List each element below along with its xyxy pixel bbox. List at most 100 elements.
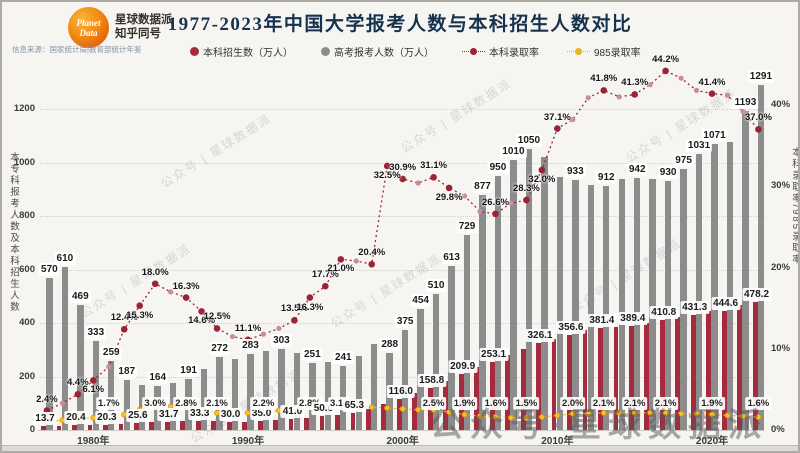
right-axis-tick-20: 20%: [771, 261, 791, 273]
legend: 本科招生数（万人） 高考报考人数（万人） 本科录取率 985录取率: [190, 44, 641, 59]
gaokao-value-label-2022: 1193: [732, 95, 759, 109]
benke-bar-1992: [273, 419, 279, 430]
benke-value-label-2002: 158.8: [417, 373, 447, 387]
y-axis-tick-400: 400: [19, 317, 35, 328]
legend-item-benke-rate: 本科录取率: [462, 44, 539, 59]
legend-item-985-rate: 985录取率: [567, 44, 641, 59]
benke-value-label-2023: 478.2: [742, 288, 772, 302]
gaokao-bar-2009: [541, 157, 548, 430]
benke-value-label-2000: 116.0: [386, 384, 415, 398]
gaokao-value-label-2013: 912: [595, 171, 617, 185]
chart-title: 1977-2023年中国大学报考人数与本科招生人数对比: [167, 14, 633, 35]
benke-value-label-1979: 20.4: [64, 410, 88, 424]
gaokao-bar-2006: [494, 175, 502, 430]
benke-rate-label-1994: 16.3%: [296, 301, 324, 313]
gaokao-value-label-2002: 510: [425, 278, 447, 292]
gaokao-bar-1993: [293, 353, 301, 430]
gaokao-value-label-2005: 877: [472, 180, 493, 194]
gaokao-value-label-1990: 283: [240, 339, 261, 353]
rate985-label-1991: 2.2%: [250, 397, 277, 410]
logo-line1: Planet: [76, 17, 101, 28]
gaokao-bar-marker-icon: [321, 47, 330, 56]
benke-bar-1981: [103, 424, 108, 430]
gaokao-value-label-1988: 272: [209, 342, 230, 356]
gaokao-bar-2021: [726, 141, 734, 430]
benke-value-label-1997: 65.3: [342, 398, 367, 412]
logo-line2: Data: [79, 27, 98, 38]
benke-rate-marker-icon: [462, 48, 485, 55]
benke-bar-1993: [288, 419, 294, 430]
benke-value-label-2013: 381.4: [587, 313, 617, 327]
gridline-1200: [40, 109, 766, 110]
gaokao-value-label-2001: 454: [410, 293, 431, 307]
gaokao-bar-2018: [680, 169, 687, 430]
gaokao-bar-2007: [510, 159, 517, 430]
benke-rate-label-2003: 29.8%: [435, 191, 463, 203]
benke-rate-label-2002: 31.1%: [420, 160, 448, 172]
gaokao-value-label-2015: 942: [626, 163, 648, 176]
gaokao-bar-2014: [618, 178, 625, 430]
gaokao-value-label-2006: 950: [487, 160, 509, 174]
benke-bar-2001: [412, 393, 418, 430]
benke-rate-label-1984: 18.0%: [141, 266, 169, 278]
benke-rate-label-1998: 20.4%: [358, 247, 386, 259]
gaokao-bar-2016: [649, 178, 656, 430]
y-axis-tick-200: 200: [19, 370, 35, 382]
x-axis-line: [38, 430, 764, 431]
benke-bar-1997: [350, 412, 356, 430]
gaokao-value-label-1996: 241: [332, 350, 354, 364]
gaokao-bar-2001: [417, 308, 424, 430]
benke-value-label-2009: 326.1: [525, 328, 555, 342]
benke-rate-label-1990: 11.1%: [234, 322, 262, 334]
benke-rate-label-1983: 15.3%: [126, 309, 154, 321]
gaokao-bar-2011: [572, 180, 579, 430]
gaokao-value-label-2008: 1050: [515, 134, 543, 148]
y-axis-tick-0: 0: [29, 424, 35, 435]
gaokao-bar-2022: [742, 110, 749, 430]
right-axis-tick-10: 10%: [771, 342, 791, 354]
benke-bar-1999: [381, 403, 387, 430]
benke-rate-label-1988: 12.5%: [203, 311, 231, 323]
gaokao-value-label-2020: 1071: [701, 128, 728, 142]
gaokao-bar-2020: [711, 143, 718, 430]
benke-bar-1984: [149, 422, 155, 430]
gaokao-bar-2010: [556, 176, 564, 430]
gaokao-bar-2005: [479, 195, 486, 430]
benke-value-label-2004: 209.9: [448, 359, 478, 373]
watermark-tile: 公众号 | 星球数据派: [398, 76, 515, 156]
benke-bar-1987: [195, 421, 201, 430]
gaokao-value-label-1981: 259: [100, 345, 122, 359]
gaokao-bar-1977: [46, 277, 53, 430]
legend-label: 985录取率: [594, 48, 641, 59]
gaokao-bar-1978: [61, 266, 69, 430]
gaokao-bar-1998: [371, 344, 378, 430]
gaokao-bar-2019: [695, 154, 703, 430]
benke-bar-1982: [118, 423, 124, 430]
gaokao-bar-2013: [603, 186, 610, 430]
right-axis-tick-0: 0%: [771, 424, 785, 435]
gaokao-value-label-2023: 1291: [747, 69, 775, 83]
brand-name: 星球数据派: [115, 14, 173, 26]
benke-rate-label-1996: 21.0%: [327, 263, 355, 275]
legend-item-gaokao-bar: 高考报考人数（万人）: [321, 44, 434, 59]
benke-rate-label-2010: 37.1%: [543, 111, 571, 123]
rate985-marker-icon: [567, 48, 590, 55]
benke-rate-label-2017: 44.2%: [652, 53, 680, 65]
benke-rate-label-1986: 16.3%: [172, 280, 200, 292]
benke-bar-marker-icon: [190, 47, 199, 56]
gaokao-value-label-1980: 333: [85, 325, 107, 339]
legend-label: 高考报考人数（万人）: [334, 48, 434, 59]
x-axis-tick-2000: 2000年: [386, 436, 419, 447]
legend-label: 本科录取率: [489, 48, 539, 59]
benke-value-label-2011: 356.6: [556, 320, 586, 334]
gaokao-value-label-1982: 187: [116, 364, 138, 378]
benke-bar-1983: [134, 423, 139, 430]
gaokao-value-label-2003: 613: [441, 251, 462, 265]
benke-bar-1998: [366, 409, 371, 430]
legend-label: 本科招生数（万人）: [203, 48, 293, 59]
brand-text: 星球数据派 知乎同号: [115, 13, 173, 41]
benke-rate-label-1980: 6.1%: [82, 384, 105, 396]
benke-bar-1985: [164, 421, 170, 430]
benke-rate-label-2009: 32.0%: [528, 174, 556, 185]
y-axis-tick-800: 800: [19, 210, 35, 221]
